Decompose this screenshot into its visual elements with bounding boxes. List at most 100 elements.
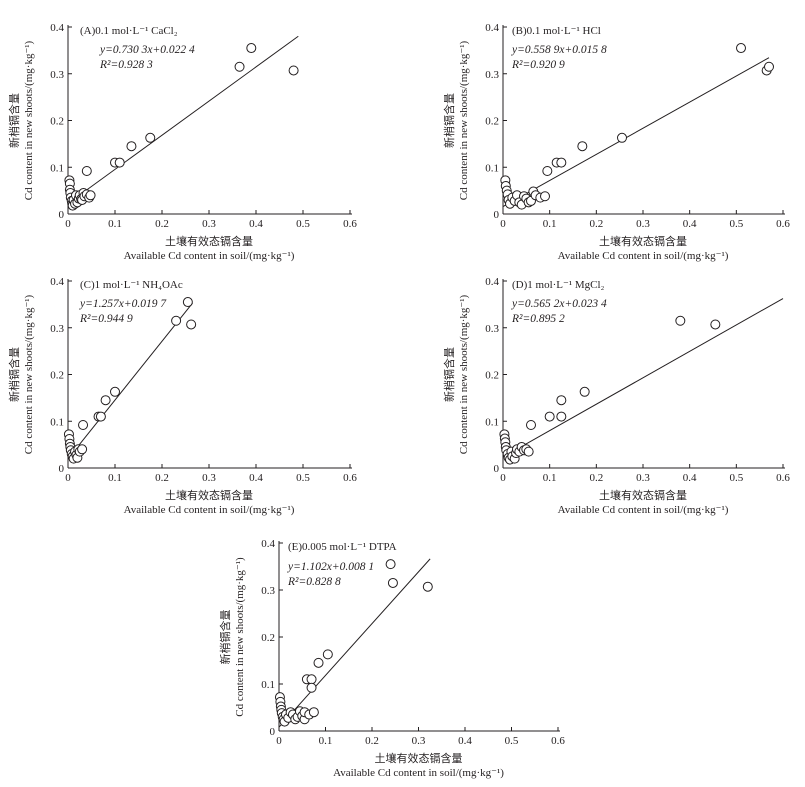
x-axis-label-cn: 土壤有效态镉含量: [599, 488, 687, 502]
y-tick-label: 0.4: [485, 22, 499, 34]
y-tick-label: 0.3: [50, 323, 64, 335]
data-point: [78, 419, 89, 430]
x-tick-label: 0.2: [589, 472, 603, 484]
y-axis-label-en: Cd content in new shoots/(mg·kg⁻¹): [458, 294, 470, 454]
x-axis-label-cn: 土壤有效态镉含量: [599, 234, 687, 248]
y-axis-label-cn: 新梢镉含量: [442, 347, 456, 402]
y-tick-label: 0.1: [485, 162, 499, 174]
panel-title: (C)1 mol·L⁻¹ NH₄OAc: [80, 279, 183, 291]
x-tick-label: 0.1: [319, 735, 333, 747]
y-tick-label: 0.1: [50, 416, 64, 428]
chart-panel-a: 0 0.1 0.2 0.3 0.4 0.5 0.6 0 0.1 0.2 0.3 0.4 土壤有效态镉含量…: [7, 22, 357, 262]
x-tick-label: 0.1: [543, 472, 557, 484]
x-tick-label: 0: [65, 218, 71, 230]
data-point: [764, 61, 774, 72]
regression-equation: y=1.257x+0.019 7: [79, 298, 167, 310]
y-tick-label: 0: [270, 726, 276, 738]
x-tick-label: 0.3: [202, 472, 216, 484]
data-point: [526, 419, 536, 430]
x-axis-label-cn: 土壤有效态镉含量: [165, 488, 253, 502]
x-tick-label: 0: [500, 218, 506, 230]
x-tick-label: 0.3: [636, 472, 650, 484]
x-axis-label-en: Available Cd content in soil/(mg·kg⁻¹): [124, 504, 295, 516]
y-tick-label: 0.2: [50, 370, 64, 382]
data-point: [313, 657, 324, 668]
regression-line: [502, 298, 784, 458]
y-tick-label: 0: [494, 463, 500, 475]
data-point: [556, 395, 567, 406]
x-tick-label: 0.2: [155, 472, 169, 484]
data-point: [85, 190, 96, 201]
x-tick-label: 0.4: [249, 218, 263, 230]
x-tick-label: 0.2: [589, 218, 603, 230]
data-point: [422, 581, 433, 592]
y-tick-label: 0.2: [485, 116, 499, 128]
data-point: [540, 191, 550, 202]
data-point: [234, 61, 245, 72]
x-tick-label: 0.3: [412, 735, 426, 747]
y-tick-label: 0: [494, 209, 500, 221]
data-point: [542, 165, 553, 176]
x-axis-label-en: Available Cd content in soil/(mg·kg⁻¹): [333, 767, 504, 779]
chart-panel-b: 0 0.1 0.2 0.3 0.4 0.5 0.6 0 0.1 0.2 0.3 0.4 土壤有效态镉含量…: [442, 22, 790, 262]
data-point: [182, 297, 193, 308]
data-point: [736, 43, 746, 54]
x-tick-label: 0: [500, 472, 506, 484]
y-axis-label-en: Cd content in new shoots/(mg·kg⁻¹): [23, 40, 35, 200]
data-point: [77, 444, 88, 455]
regression-line: [502, 57, 770, 208]
x-tick-label: 0.1: [108, 218, 122, 230]
y-tick-label: 0.3: [485, 323, 499, 335]
x-axis-label-en: Available Cd content in soil/(mg·kg⁻¹): [124, 250, 295, 262]
data-point: [95, 411, 106, 422]
data-point: [171, 315, 182, 326]
y-axis-label-en: Cd content in new shoots/(mg·kg⁻¹): [458, 40, 470, 200]
y-tick-label: 0.4: [50, 22, 64, 34]
data-point: [246, 43, 257, 54]
x-tick-label: 0.2: [155, 218, 169, 230]
data-point: [523, 446, 534, 457]
y-tick-label: 0.2: [50, 116, 64, 128]
x-tick-label: 0.4: [458, 735, 472, 747]
y-axis-label-cn: 新梢镉含量: [218, 610, 232, 665]
x-tick-label: 0: [276, 735, 282, 747]
x-tick-label: 0.4: [683, 218, 697, 230]
x-tick-label: 0.6: [776, 472, 790, 484]
y-tick-label: 0: [59, 209, 65, 221]
data-point: [710, 319, 721, 330]
data-point: [145, 132, 156, 143]
y-axis-label-cn: 新梢镉含量: [7, 93, 21, 148]
y-tick-label: 0.2: [485, 370, 499, 382]
x-tick-label: 0.4: [249, 472, 263, 484]
data-point: [544, 411, 555, 422]
regression-equation: y=0.730 3x+0.022 4: [99, 44, 195, 56]
y-axis-label-en: Cd content in new shoots/(mg·kg⁻¹): [234, 557, 246, 717]
chart-panel-d: 0 0.1 0.2 0.3 0.4 0.5 0.6 0 0.1 0.2 0.3 0.4 土壤有效态镉含量…: [442, 276, 790, 516]
x-tick-label: 0.6: [343, 218, 357, 230]
data-point: [306, 682, 317, 693]
regression-equation: y=1.102x+0.008 1: [287, 561, 374, 573]
data-point: [617, 132, 627, 143]
x-tick-label: 0.4: [683, 472, 697, 484]
y-tick-label: 0.4: [261, 538, 275, 550]
data-point: [579, 386, 590, 397]
r-squared: R²=0.828 8: [287, 576, 341, 588]
data-point: [556, 157, 567, 168]
x-tick-label: 0.6: [551, 735, 565, 747]
y-tick-label: 0.3: [485, 69, 499, 81]
panel-title: (B)0.1 mol·L⁻¹ HCl: [512, 25, 601, 37]
y-tick-label: 0.1: [485, 416, 499, 428]
x-axis-label-cn: 土壤有效态镉含量: [375, 751, 463, 765]
chart-panel-c: 0 0.1 0.2 0.3 0.4 0.5 0.6 0 0.1 0.2 0.3 0.4 土壤有效态镉含量…: [7, 276, 357, 516]
x-tick-label: 0.3: [202, 218, 216, 230]
x-tick-label: 0.5: [296, 218, 310, 230]
regression-line: [67, 35, 299, 204]
data-point: [81, 165, 92, 176]
x-tick-label: 0.5: [505, 735, 519, 747]
data-point: [110, 386, 120, 397]
y-tick-label: 0.3: [50, 69, 64, 81]
r-squared: R²=0.920 9: [511, 59, 565, 71]
data-point: [322, 649, 333, 660]
y-tick-label: 0.1: [50, 162, 64, 174]
x-tick-label: 0.6: [343, 472, 357, 484]
